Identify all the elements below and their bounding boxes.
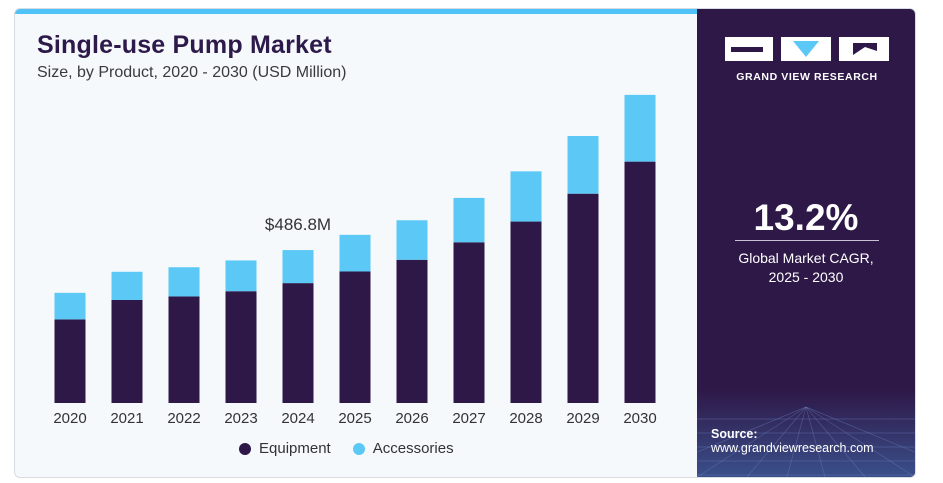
chart-card: Single-use Pump Market Size, by Product,… [14, 8, 916, 478]
x-tick-label: 2026 [395, 410, 428, 427]
x-tick-label: 2030 [623, 410, 656, 427]
divider [735, 240, 879, 241]
bar-equipment-2028 [510, 221, 542, 403]
source-label: Source: [711, 427, 758, 441]
bar-accessories-2022 [168, 267, 200, 297]
bar-equipment-2020 [54, 319, 86, 403]
bar-accessories-2025 [339, 234, 371, 272]
cagr-label: Global Market CAGR, 2025 - 2030 [697, 249, 915, 287]
brand-name: GRAND VIEW RESEARCH [736, 71, 878, 83]
bar-chart: 2020 2021 2022 2023 2024 2025 2026 2027 2028 2029… [53, 94, 657, 427]
bar-accessories-2027 [453, 197, 485, 243]
legend-swatch-equipment [239, 442, 251, 455]
chart-panel: Single-use Pump Market Size, by Product,… [15, 9, 697, 477]
x-tick-label: 2028 [509, 410, 542, 427]
stat-panel: GRAND VIEW RESEARCH 13.2% Global Market … [697, 9, 915, 477]
x-tick-label: 2027 [452, 410, 485, 427]
x-tick-label: 2023 [224, 410, 257, 427]
source-url[interactable]: www.grandviewresearch.com [711, 441, 874, 455]
bar-accessories-2024 [282, 250, 314, 284]
legend-label-accessories: Accessories [372, 440, 454, 457]
bar-accessories-2030 [624, 94, 656, 162]
source: Source: www.grandviewresearch.com [711, 427, 874, 455]
bar-equipment-2021 [111, 299, 143, 403]
chart-subtitle: Size, by Product, 2020 - 2030 (USD Milli… [37, 64, 347, 81]
bar-accessories-2028 [510, 171, 542, 222]
gvr-logo: GRAND VIEW RESEARCH [725, 35, 889, 83]
x-tick-label: 2025 [338, 410, 371, 427]
gvr-logo-icon [725, 37, 889, 61]
bar-accessories-2023 [225, 260, 257, 292]
bar-accessories-2029 [567, 136, 599, 194]
bar-equipment-2030 [624, 161, 656, 403]
x-tick-label: 2020 [53, 410, 86, 427]
bar-equipment-2027 [453, 242, 485, 403]
x-tick-label: 2024 [281, 410, 314, 427]
grid-decoration [697, 389, 915, 477]
cagr-label-line2: 2025 - 2030 [768, 269, 844, 285]
x-tick-label: 2022 [167, 410, 200, 427]
bar-equipment-2022 [168, 296, 200, 403]
value-annotation: $486.8M [265, 215, 331, 234]
x-tick-label: 2021 [110, 410, 143, 427]
bar-equipment-2029 [567, 193, 599, 403]
legend-item-equipment: Equipment [239, 440, 331, 457]
chart-title: Single-use Pump Market [37, 31, 332, 59]
legend-swatch-accessories [352, 442, 365, 455]
legend-label-equipment: Equipment [259, 440, 331, 457]
bar-equipment-2026 [396, 259, 428, 403]
cagr-value: 13.2% [753, 197, 859, 238]
bar-accessories-2026 [396, 220, 428, 260]
accent-line [15, 9, 697, 14]
bar-accessories-2020 [54, 292, 86, 320]
bar-equipment-2025 [339, 271, 371, 403]
bar-equipment-2023 [225, 291, 257, 403]
bar-equipment-2024 [282, 283, 314, 403]
legend: Equipment Accessories [239, 440, 454, 457]
cagr-label-line1: Global Market CAGR, [738, 250, 874, 266]
x-tick-label: 2029 [566, 410, 599, 427]
bar-accessories-2021 [111, 271, 143, 300]
legend-item-accessories: Accessories [352, 440, 454, 457]
